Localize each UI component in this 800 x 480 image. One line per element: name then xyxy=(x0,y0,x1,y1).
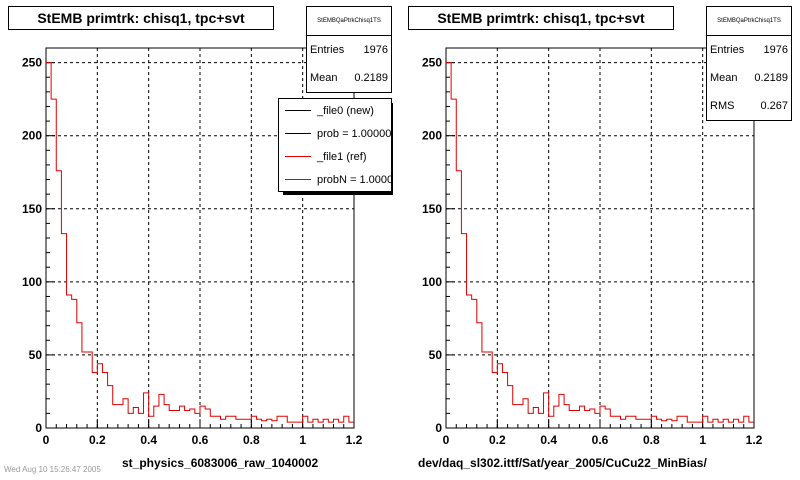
x-tick-label: 0.6 xyxy=(192,433,209,447)
x-axis-path-label: dev/daq_sl302.ittf/Sat/year_2005/CuCu22_… xyxy=(418,456,707,470)
x-tick-label: 0.2 xyxy=(489,433,506,447)
y-tick-label: 150 xyxy=(422,202,442,216)
y-tick-label: 100 xyxy=(422,275,442,289)
legend-label: _file0 (new) xyxy=(317,104,374,117)
legend-entry: _file1 (ref) xyxy=(279,145,391,168)
stat-row-entries: Entries 1976 xyxy=(707,36,791,64)
y-tick-label: 200 xyxy=(22,129,42,143)
x-tick-label: 0.6 xyxy=(592,433,609,447)
histogram-title: StEMB primtrk: chisq1, tpc+svt xyxy=(408,6,674,30)
y-tick-label: 250 xyxy=(22,56,42,70)
stat-label: Mean xyxy=(310,72,338,84)
plot-area-right: 0 0.2 0.4 0.6 0.8 1 1.2 0 50 100 150 200 250 xyxy=(422,47,763,447)
stats-box-title: StEMBQaPtrkChisq1TS xyxy=(707,7,791,36)
legend-line-red xyxy=(285,179,311,180)
histogram-panel-right: 0 0.2 0.4 0.6 0.8 1 1.2 0 50 100 150 200 250 StEMB p… xyxy=(400,0,800,480)
stat-row-mean: Mean 0.2189 xyxy=(307,64,391,92)
y-tick-label: 150 xyxy=(22,202,42,216)
legend-entry: _file0 (new) xyxy=(279,99,391,122)
stat-label: Entries xyxy=(310,44,345,56)
x-tick-label: 0 xyxy=(43,433,50,447)
stat-value: 1976 xyxy=(763,44,788,56)
legend-line-black xyxy=(285,110,311,111)
histogram-line xyxy=(446,62,754,423)
timestamp-text: Wed Aug 10 15:26:47 2005 xyxy=(4,465,101,474)
stat-label: RMS xyxy=(710,100,735,112)
x-tick-label: 1.2 xyxy=(746,433,763,447)
stat-row-mean: Mean 0.2189 xyxy=(707,64,791,92)
y-tick-label: 200 xyxy=(422,129,442,143)
x-tick-label: 1 xyxy=(299,433,306,447)
stat-row-entries: Entries 1976 xyxy=(307,36,391,64)
stat-label: Mean xyxy=(710,72,738,84)
histogram-line xyxy=(46,62,354,423)
stat-value: 0.2189 xyxy=(754,72,788,84)
stats-box: StEMBQaPtrkChisq1TS Entries 1976 Mean 0.… xyxy=(706,6,792,121)
stats-box-title: StEMBQaPtrkChisq1TS xyxy=(307,7,391,36)
legend-line-red xyxy=(285,156,311,157)
legend-label: _file1 (ref) xyxy=(317,150,367,163)
histogram-panel-left: 0 0.2 0.4 0.6 0.8 1 1.2 0 50 100 150 200 250 StEMB p… xyxy=(4,6,393,474)
legend-entry: prob = 1.000000 xyxy=(279,122,391,145)
y-tick-label: 0 xyxy=(35,421,42,435)
legend-label: probN = 1.000000 xyxy=(317,173,392,186)
y-tick-label: 100 xyxy=(22,275,42,289)
x-tick-label: 0.4 xyxy=(540,433,557,447)
y-tick-label: 50 xyxy=(429,348,443,362)
stat-value: 0.267 xyxy=(760,100,788,112)
x-tick-label: 0.8 xyxy=(643,433,660,447)
y-tick-label: 50 xyxy=(29,348,43,362)
x-tick-label: 0.8 xyxy=(243,433,260,447)
stat-value: 1976 xyxy=(363,44,388,56)
stat-row-rms: RMS 0.267 xyxy=(707,92,791,120)
x-tick-label: 1.2 xyxy=(346,433,363,447)
y-tick-label: 250 xyxy=(422,56,442,70)
histogram-title: StEMB primtrk: chisq1, tpc+svt xyxy=(8,6,274,30)
stat-value: 0.2189 xyxy=(354,72,388,84)
legend-line-black xyxy=(285,133,311,134)
x-tick-label: 0.4 xyxy=(140,433,157,447)
y-tick-label: 0 xyxy=(435,421,442,435)
legend-entry: probN = 1.000000 xyxy=(279,168,391,191)
legend-box: _file0 (new) prob = 1.000000 _file1 (ref… xyxy=(278,98,392,192)
x-tick-label: 1 xyxy=(699,433,706,447)
x-tick-label: 0.2 xyxy=(89,433,106,447)
legend-label: prob = 1.000000 xyxy=(317,127,392,140)
x-axis-run-label: st_physics_6083006_raw_1040002 xyxy=(122,456,319,470)
x-tick-label: 0 xyxy=(443,433,450,447)
stat-label: Entries xyxy=(710,44,745,56)
stats-box: StEMBQaPtrkChisq1TS Entries 1976 Mean 0.… xyxy=(306,6,392,93)
